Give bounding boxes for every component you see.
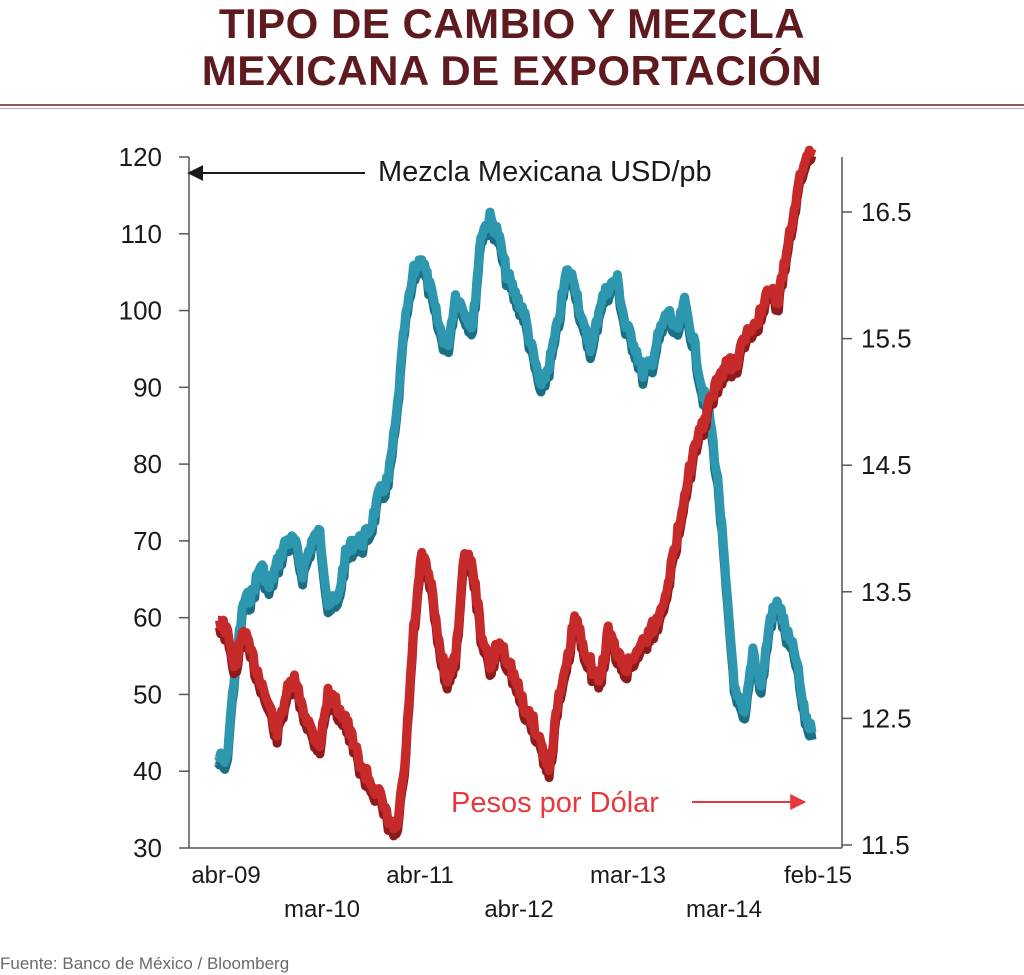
left-tick-label: 60 — [133, 603, 162, 633]
left-tick-label: 120 — [119, 142, 162, 172]
left-tick-label: 50 — [133, 679, 162, 709]
oil-series-highlight — [217, 208, 813, 761]
fx-series-highlight — [218, 145, 813, 828]
oil-annotation: Mezcla Mexicana USD/pb — [187, 156, 712, 188]
left-tick-label: 90 — [133, 372, 162, 402]
left-tick-label: 70 — [133, 526, 162, 556]
oil-series-label: Mezcla Mexicana USD/pb — [378, 156, 712, 188]
left-tick-label: 100 — [119, 296, 162, 326]
x-tick-label: abr-11 — [386, 862, 454, 889]
x-tick-label: abr-09 — [191, 862, 260, 889]
title-line-1: TIPO DE CAMBIO Y MEZCLA — [218, 0, 806, 47]
left-tick-label: 80 — [133, 449, 162, 479]
series-layer — [214, 145, 817, 841]
right-tick-label: 12.5 — [861, 703, 912, 733]
chart-title: TIPO DE CAMBIO Y MEZCLA MEXICANA DE EXPO… — [0, 0, 1024, 94]
right-tick-label: 16.5 — [861, 197, 912, 227]
title-line-2: MEXICANA DE EXPORTACIÓN — [201, 47, 823, 94]
fx-series-line — [214, 145, 817, 834]
right-tick-label: 15.5 — [861, 324, 912, 354]
fx-series — [214, 145, 817, 841]
left-tick-label: 40 — [133, 756, 162, 786]
x-tick-label: mar-13 — [590, 862, 666, 889]
right-tick-label: 13.5 — [861, 577, 912, 607]
x-tick-group: abr-09 mar-10 abr-11 abr-12 mar-13 mar-14 feb-… — [191, 862, 852, 923]
fx-annotation: Pesos por Dólar — [451, 787, 807, 819]
left-tick-group: 30 40 50 60 70 80 90 100 110 120 — [119, 142, 189, 863]
right-tick-label: 11.5 — [861, 830, 910, 860]
x-tick-label: abr-12 — [484, 896, 553, 923]
left-tick-label: 30 — [133, 833, 162, 863]
fx-series-label: Pesos por Dólar — [451, 787, 659, 819]
right-tick-group: 11.5 12.5 13.5 14.5 15.5 16.5 — [842, 197, 912, 860]
title-rule — [0, 104, 1024, 106]
right-tick-label: 14.5 — [861, 450, 912, 480]
oil-series — [214, 207, 817, 774]
source-note: Fuente: Banco de México / Bloomberg — [0, 954, 290, 973]
title-rule-thin — [0, 108, 1024, 109]
left-tick-label: 110 — [121, 219, 162, 249]
x-tick-label: mar-14 — [686, 896, 762, 923]
x-tick-label: feb-15 — [784, 862, 852, 889]
x-tick-label: mar-10 — [284, 896, 360, 923]
